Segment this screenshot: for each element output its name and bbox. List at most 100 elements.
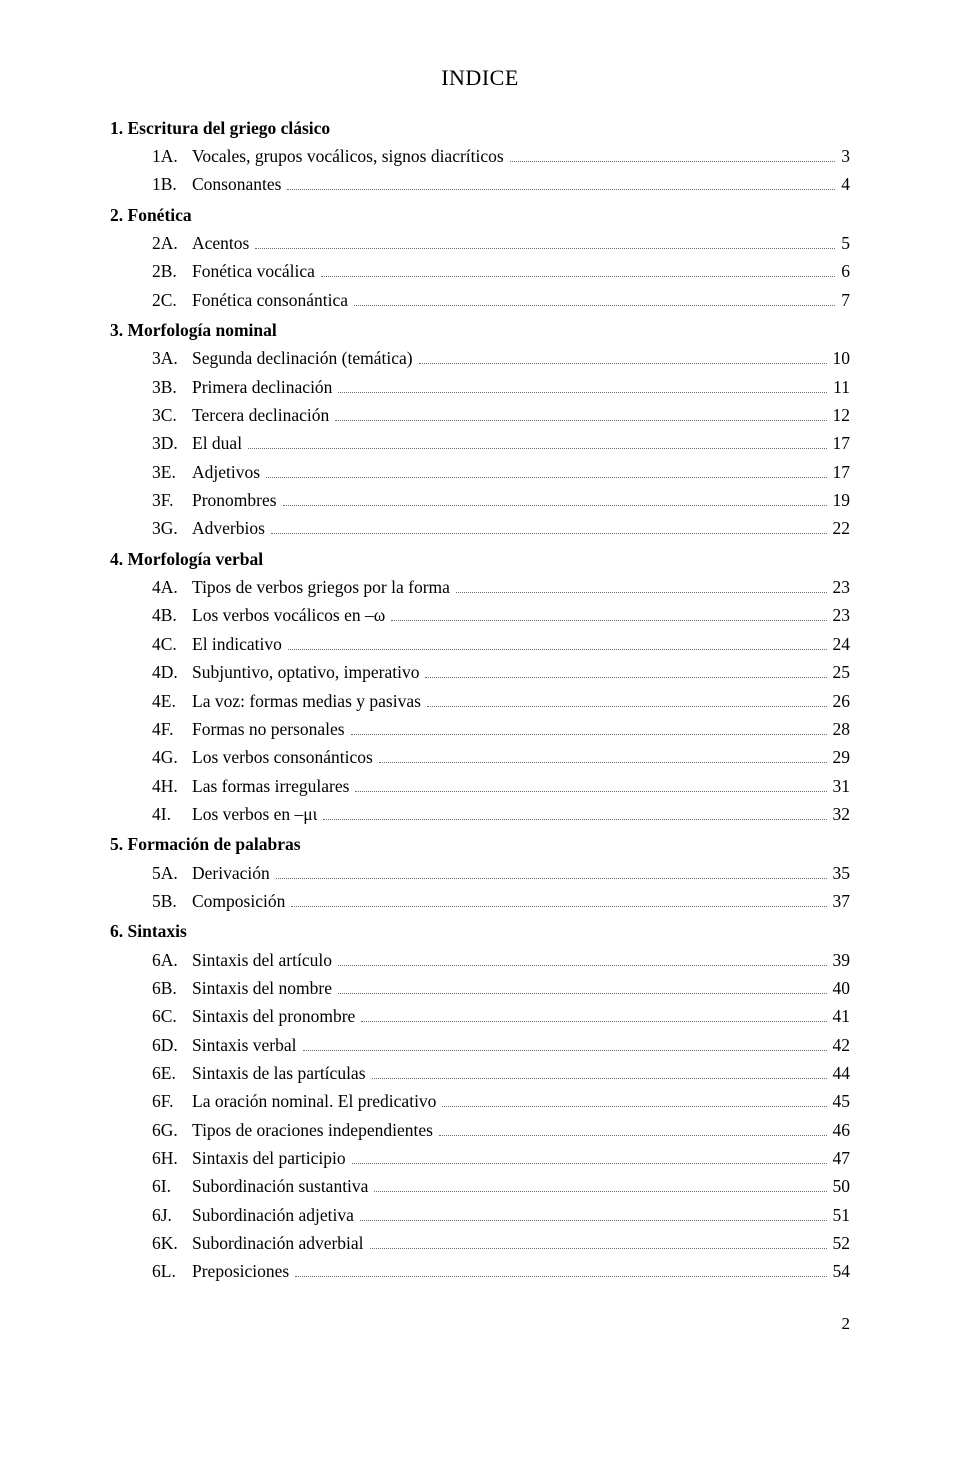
- toc-entry-label: Sintaxis del pronombre: [192, 1002, 355, 1030]
- toc-entry-code: 3B.: [152, 373, 192, 401]
- toc-entry-code: 3E.: [152, 458, 192, 486]
- toc-entry-label: Sintaxis verbal: [192, 1031, 297, 1059]
- toc-entry-page: 42: [831, 1031, 851, 1059]
- toc-entry-page: 23: [831, 573, 851, 601]
- toc-entry: 3F.Pronombres19: [110, 486, 850, 514]
- toc-entry: 4B.Los verbos vocálicos en –ω23: [110, 601, 850, 629]
- toc-entry-page: 11: [831, 373, 850, 401]
- toc-entry-label: El indicativo: [192, 630, 282, 658]
- toc-entry-label: Segunda declinación (temática): [192, 344, 413, 372]
- toc-entry-code: 6H.: [152, 1144, 192, 1172]
- toc-entry-code: 2A.: [152, 229, 192, 257]
- toc-leader: [370, 1233, 827, 1249]
- toc-entry-code: 3F.: [152, 486, 192, 514]
- toc-entry-page: 22: [831, 514, 851, 542]
- toc-entry-page: 19: [831, 486, 851, 514]
- toc-section-heading: 3. Morfología nominal: [110, 316, 850, 344]
- toc-entry: 3G.Adverbios22: [110, 514, 850, 542]
- toc-entry: 6E.Sintaxis de las partículas44: [110, 1059, 850, 1087]
- toc-leader: [338, 377, 827, 393]
- toc-entry: 5A.Derivación 35: [110, 859, 850, 887]
- toc-leader: [510, 146, 836, 162]
- toc-entry-code: 6E.: [152, 1059, 192, 1087]
- toc-entry-label: Subordinación sustantiva: [192, 1172, 368, 1200]
- toc-entry-code: 6D.: [152, 1031, 192, 1059]
- toc-leader: [351, 719, 827, 735]
- toc-entry-code: 5B.: [152, 887, 192, 915]
- page-title: INDICE: [110, 60, 850, 96]
- toc-entry-page: 35: [831, 859, 851, 887]
- toc-entry-code: 6K.: [152, 1229, 192, 1257]
- toc-entry-code: 5A.: [152, 859, 192, 887]
- toc-entry: 3C.Tercera declinación12: [110, 401, 850, 429]
- toc-entry-page: 29: [831, 743, 851, 771]
- toc-entry: 6I.Subordinación sustantiva50: [110, 1172, 850, 1200]
- toc-entry-code: 2B.: [152, 257, 192, 285]
- toc-entry-label: Adjetivos: [192, 458, 260, 486]
- toc-entry-code: 6L.: [152, 1257, 192, 1285]
- toc-leader: [276, 863, 827, 879]
- toc-entry-page: 39: [831, 946, 851, 974]
- toc-leader: [287, 175, 835, 191]
- toc-entry-code: 6G.: [152, 1116, 192, 1144]
- toc-leader: [360, 1205, 827, 1221]
- toc-section-heading: 5. Formación de palabras: [110, 830, 850, 858]
- toc-leader: [288, 634, 827, 650]
- toc-entry: 1A.Vocales, grupos vocálicos, signos dia…: [110, 142, 850, 170]
- toc-entry: 4C.El indicativo24: [110, 630, 850, 658]
- toc-leader: [361, 1007, 826, 1023]
- toc-entry-label: Derivación: [192, 859, 270, 887]
- toc-entry-page: 5: [839, 229, 850, 257]
- toc-entry-code: 4E.: [152, 687, 192, 715]
- toc-entry-page: 23: [831, 601, 851, 629]
- toc-entry-label: Preposiciones: [192, 1257, 289, 1285]
- toc-entry: 4D.Subjuntivo, optativo, imperativo25: [110, 658, 850, 686]
- toc-leader: [456, 577, 827, 593]
- toc-entry: 1B.Consonantes4: [110, 170, 850, 198]
- toc-entry-page: 4: [839, 170, 850, 198]
- toc-leader: [303, 1035, 827, 1051]
- toc-entry: 6C.Sintaxis del pronombre41: [110, 1002, 850, 1030]
- toc-entry-page: 52: [831, 1229, 851, 1257]
- toc-entry: 5B.Composición37: [110, 887, 850, 915]
- toc-entry-code: 6F.: [152, 1087, 192, 1115]
- toc-leader: [323, 804, 826, 820]
- toc-leader: [321, 262, 835, 278]
- toc-entry-page: 3: [839, 142, 850, 170]
- toc-entry: 3E.Adjetivos17: [110, 458, 850, 486]
- toc-entry-label: Los verbos en –μι: [192, 800, 317, 828]
- toc-entry-code: 3G.: [152, 514, 192, 542]
- toc-entry-page: 10: [831, 344, 851, 372]
- toc-entry-label: Los verbos consonánticos: [192, 743, 373, 771]
- toc-entry-label: Fonética consonántica: [192, 286, 348, 314]
- toc-entry: 6A.Sintaxis del artículo39: [110, 946, 850, 974]
- toc-entry-code: 4F.: [152, 715, 192, 743]
- toc-entry: 2C.Fonética consonántica7: [110, 286, 850, 314]
- toc-leader: [283, 490, 827, 506]
- toc-entry-label: Sintaxis del participio: [192, 1144, 346, 1172]
- toc-entry: 6G.Tipos de oraciones independientes46: [110, 1116, 850, 1144]
- toc-entry-code: 4G.: [152, 743, 192, 771]
- toc-entry: 6H.Sintaxis del participio47: [110, 1144, 850, 1172]
- toc-entry-label: Subordinación adjetiva: [192, 1201, 354, 1229]
- toc-leader: [372, 1063, 827, 1079]
- toc-leader: [335, 405, 826, 421]
- toc-entry-page: 12: [831, 401, 851, 429]
- toc-entry-label: Sintaxis del artículo: [192, 946, 332, 974]
- toc-entry-code: 4H.: [152, 772, 192, 800]
- toc-entry-page: 7: [839, 286, 850, 314]
- toc-entry-page: 40: [831, 974, 851, 1002]
- toc-leader: [352, 1148, 827, 1164]
- toc-entry-label: Vocales, grupos vocálicos, signos diacrí…: [192, 142, 504, 170]
- toc-section-heading: 4. Morfología verbal: [110, 545, 850, 573]
- toc-entry-page: 25: [831, 658, 851, 686]
- toc-section-heading: 6. Sintaxis: [110, 917, 850, 945]
- toc-entry-page: 32: [831, 800, 851, 828]
- page-number: 2: [110, 1310, 850, 1338]
- toc-entry-page: 45: [831, 1087, 851, 1115]
- toc-leader: [295, 1262, 826, 1278]
- toc-leader: [271, 519, 827, 535]
- toc-leader: [338, 950, 827, 966]
- toc-section-heading: 2. Fonética: [110, 201, 850, 229]
- toc-entry: 4A.Tipos de verbos griegos por la forma2…: [110, 573, 850, 601]
